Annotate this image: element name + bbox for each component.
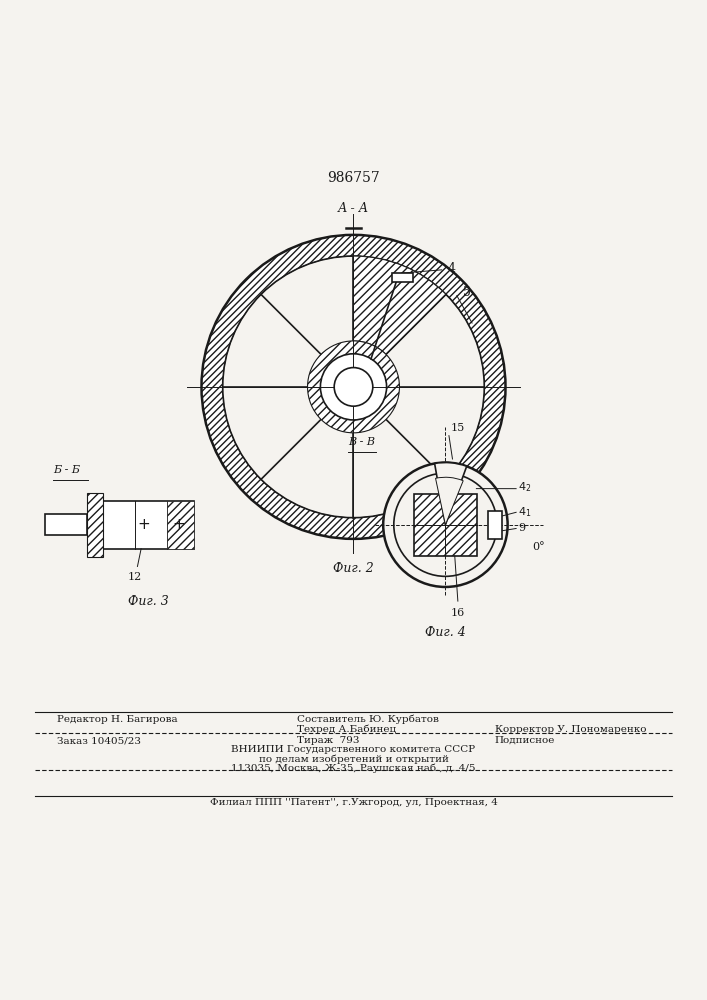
Circle shape <box>308 341 399 433</box>
Text: 15: 15 <box>451 423 465 433</box>
Text: Подписное: Подписное <box>495 736 555 745</box>
Text: Фиг. 4: Фиг. 4 <box>425 626 466 639</box>
Text: +: + <box>173 517 185 532</box>
Circle shape <box>383 463 508 587</box>
Text: 4: 4 <box>448 262 456 275</box>
Text: 5: 5 <box>463 286 471 299</box>
Text: $4_2$: $4_2$ <box>518 481 532 494</box>
Bar <box>414 494 477 556</box>
Text: 0°: 0° <box>532 542 545 552</box>
Text: Корректор У. Пономаренко: Корректор У. Пономаренко <box>495 725 646 734</box>
Bar <box>167 501 194 549</box>
Circle shape <box>320 354 387 420</box>
Text: 3: 3 <box>368 403 375 416</box>
Text: В - В: В - В <box>349 437 375 447</box>
Text: 16: 16 <box>451 608 465 618</box>
Text: Редактор Н. Багирова: Редактор Н. Багирова <box>57 715 177 724</box>
Bar <box>45 514 87 535</box>
Wedge shape <box>436 477 463 525</box>
Text: Техред А.Бабинец: Техред А.Бабинец <box>297 725 396 734</box>
Bar <box>103 501 194 549</box>
Wedge shape <box>435 463 467 525</box>
Text: по делам изобретений и открытий: по делам изобретений и открытий <box>259 755 448 764</box>
Text: Фиг. 3: Фиг. 3 <box>128 595 169 608</box>
Text: Тираж  793: Тираж 793 <box>297 736 359 745</box>
Bar <box>488 511 502 539</box>
Circle shape <box>334 368 373 406</box>
Text: Заказ 10405/23: Заказ 10405/23 <box>57 736 141 745</box>
Text: Филиал ППП ''Патент'', г.Ужгород, ул, Проектная, 4: Филиал ППП ''Патент'', г.Ужгород, ул, Пр… <box>209 798 498 807</box>
Circle shape <box>394 473 497 576</box>
Text: 986757: 986757 <box>327 171 380 185</box>
Bar <box>87 493 103 557</box>
Polygon shape <box>392 273 414 282</box>
Text: 9: 9 <box>518 523 525 533</box>
Text: Составитель Ю. Курбатов: Составитель Ю. Курбатов <box>297 715 439 724</box>
Text: ВНИИПИ Государственного комитета СССР: ВНИИПИ Государственного комитета СССР <box>231 745 476 754</box>
Wedge shape <box>354 256 446 354</box>
Text: Б - Б: Б - Б <box>54 465 81 475</box>
Text: А - А: А - А <box>338 202 369 215</box>
Text: +: + <box>137 517 151 532</box>
Text: 113035, Москва, Ж-35, Раушская наб., д. 4/5: 113035, Москва, Ж-35, Раушская наб., д. … <box>231 764 476 773</box>
Text: Фиг. 2: Фиг. 2 <box>333 562 374 575</box>
Text: $4_1$: $4_1$ <box>518 505 532 519</box>
Text: 12: 12 <box>127 572 142 582</box>
